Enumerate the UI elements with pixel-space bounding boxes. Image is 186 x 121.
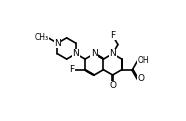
Text: F: F <box>69 65 74 74</box>
Text: N: N <box>54 39 61 48</box>
Text: O: O <box>138 74 145 83</box>
Text: O: O <box>109 81 116 90</box>
Text: F: F <box>110 31 115 40</box>
Text: OH: OH <box>138 56 149 65</box>
Text: N: N <box>109 49 116 58</box>
Text: N: N <box>91 49 98 58</box>
Text: CH₃: CH₃ <box>34 33 48 42</box>
Text: N: N <box>73 49 79 58</box>
